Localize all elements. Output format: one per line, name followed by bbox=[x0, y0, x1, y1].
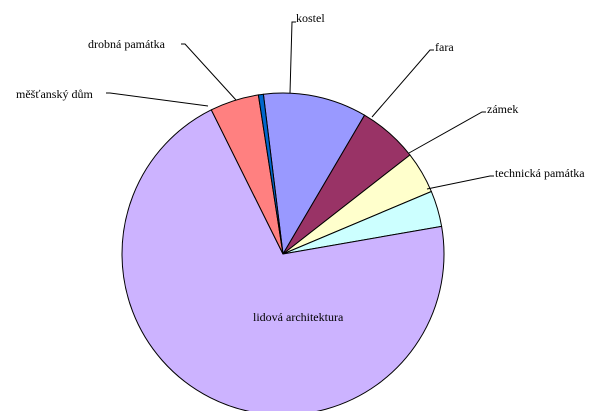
leader-line-mestansky-dum bbox=[106, 92, 209, 107]
label-lidova-architektura: lidová architektura bbox=[253, 310, 344, 324]
pie-slice-drobná-památka bbox=[257, 93, 284, 255]
pie-slice-kostel bbox=[262, 92, 366, 255]
label-drobna-pamatka: drobná památka bbox=[88, 37, 166, 51]
label-kostel: kostel bbox=[296, 11, 325, 25]
leader-line-fara bbox=[371, 49, 434, 118]
pie-slice-lidová-architektura bbox=[121, 109, 445, 411]
leader-line-zamek bbox=[408, 111, 486, 154]
label-fara: fara bbox=[435, 40, 454, 54]
leader-lines bbox=[106, 21, 494, 190]
label-mestansky-dum: měšťanský dům bbox=[16, 87, 93, 101]
label-technicka-pamatka: technická památka bbox=[495, 166, 585, 180]
pie-slices bbox=[121, 92, 445, 411]
leader-line-technicka-pamatka bbox=[426, 175, 494, 190]
label-zamek: zámek bbox=[487, 102, 518, 116]
slice-labels: kostel fara zámek technická památka lido… bbox=[16, 11, 585, 324]
leader-line-drobna-pamatka bbox=[181, 43, 237, 101]
leader-line-kostel bbox=[289, 21, 296, 94]
